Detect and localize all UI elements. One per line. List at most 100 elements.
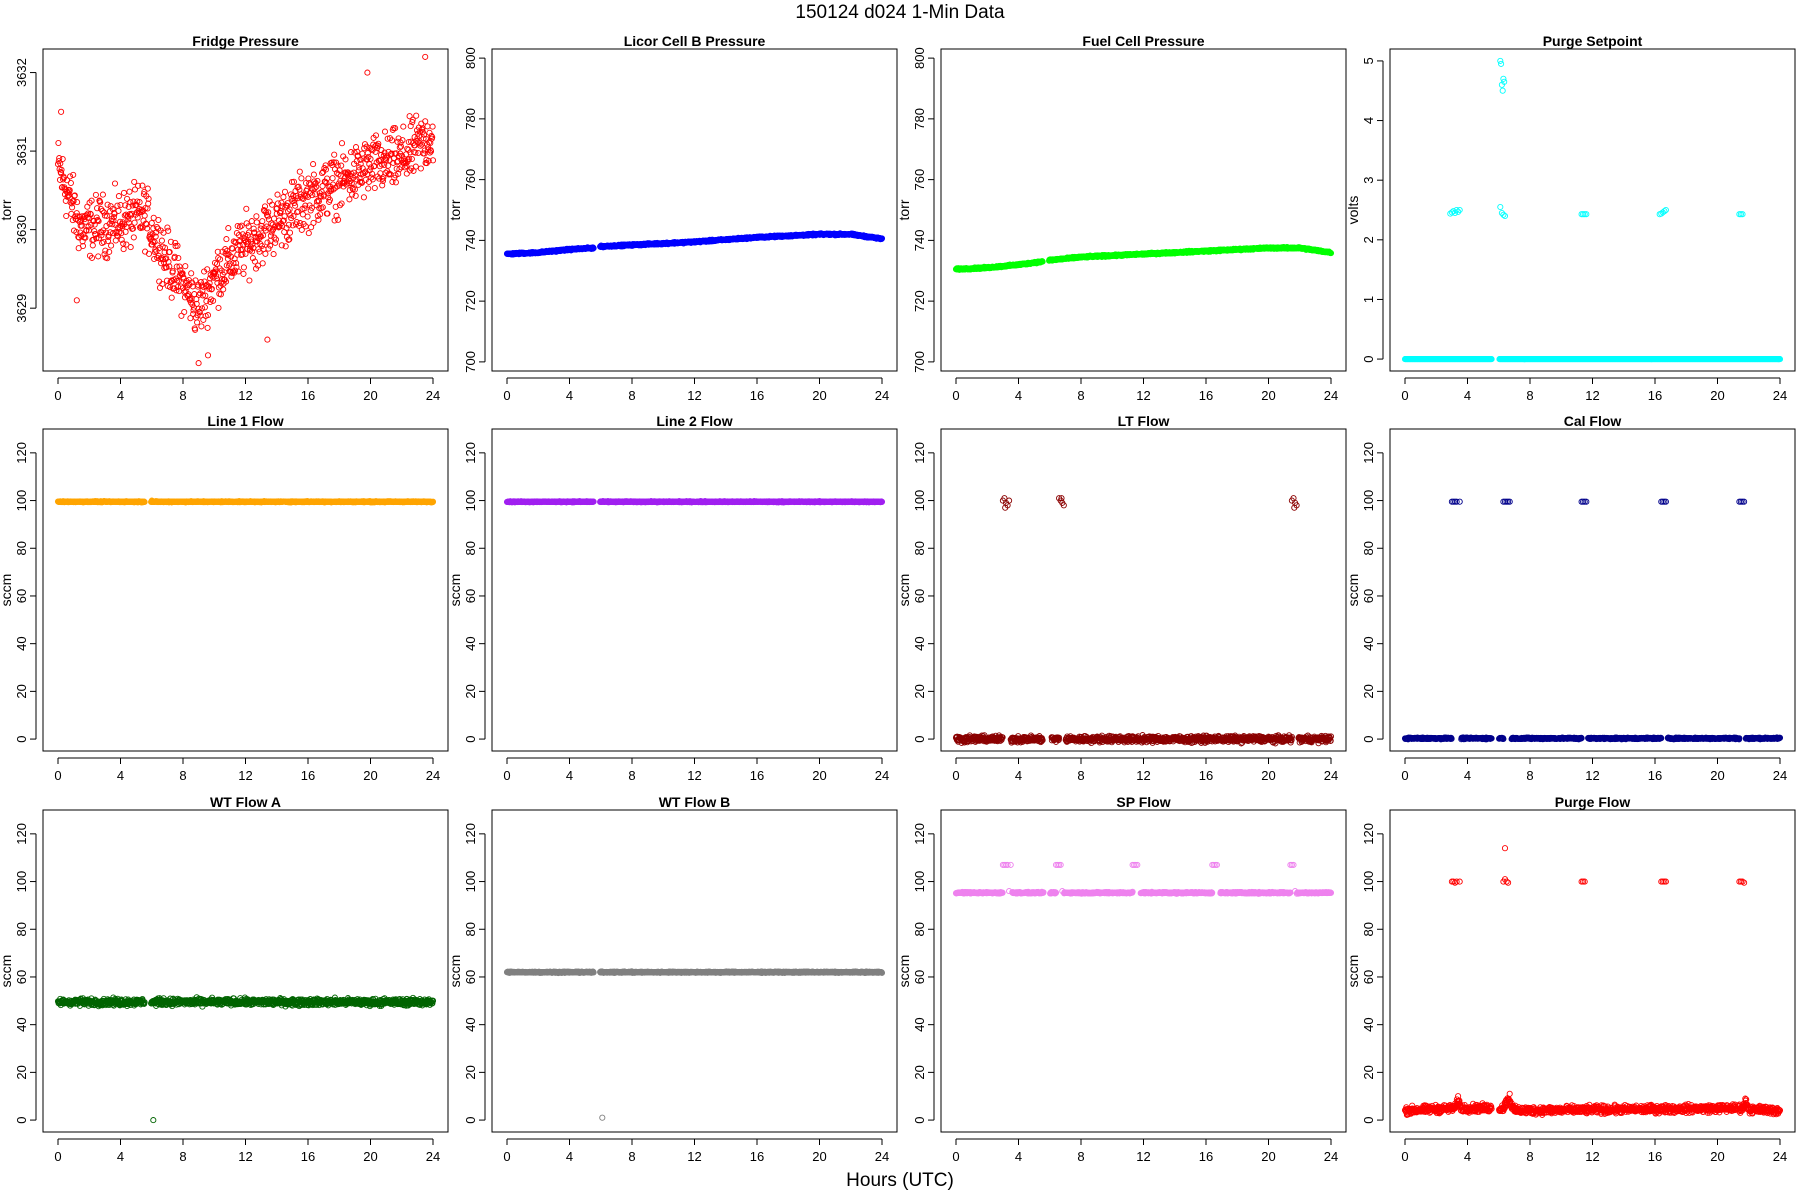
- x-tick-label: 24: [426, 388, 440, 403]
- data-point: [291, 199, 298, 207]
- data-point: [333, 159, 340, 166]
- data-point: [150, 225, 157, 232]
- data-point: [280, 194, 287, 201]
- data-point: [292, 202, 299, 209]
- data-point: [202, 292, 209, 299]
- x-tick-label: 12: [238, 388, 252, 403]
- data-point: [215, 304, 222, 311]
- data-point: [207, 298, 214, 306]
- data-points: [54, 497, 437, 506]
- data-point: [396, 166, 403, 173]
- data-point: [1501, 212, 1509, 220]
- data-point: [155, 216, 162, 224]
- x-tick-label: 8: [1077, 388, 1084, 403]
- data-point: [409, 116, 416, 123]
- data-point: [235, 268, 242, 275]
- data-point: [253, 219, 260, 226]
- data-point: [73, 297, 80, 304]
- data-point: [330, 186, 337, 193]
- x-tick-label: 16: [1199, 388, 1213, 403]
- data-point: [210, 297, 217, 304]
- data-point: [78, 222, 85, 229]
- data-point: [372, 148, 379, 155]
- x-tick-label: 4: [1464, 388, 1471, 403]
- data-point: [348, 180, 355, 187]
- plot-frame: [940, 48, 1347, 372]
- data-point: [233, 260, 240, 267]
- data-point: [281, 213, 288, 220]
- data-point: [314, 177, 321, 184]
- data-point: [88, 197, 95, 204]
- data-point: [120, 189, 128, 196]
- y-tick-label: 720: [463, 290, 478, 312]
- data-point: [124, 195, 131, 202]
- x-tick-label: 0: [54, 388, 61, 403]
- data-point: [392, 179, 399, 186]
- data-point: [404, 156, 412, 163]
- data-point: [260, 232, 267, 239]
- data-point: [217, 256, 224, 263]
- data-point: [107, 229, 114, 236]
- data-point: [379, 182, 386, 189]
- x-tick-label: 20: [1261, 388, 1275, 403]
- data-point: [193, 296, 200, 303]
- data-point: [311, 178, 318, 185]
- data-point: [357, 156, 364, 163]
- data-point: [296, 168, 303, 175]
- data-point: [310, 161, 317, 168]
- data-point: [197, 279, 205, 286]
- y-tick-label: 4: [1361, 117, 1376, 124]
- data-point: [424, 123, 431, 130]
- data-point: [291, 196, 298, 203]
- data-point: [115, 207, 122, 214]
- data-point: [248, 218, 255, 225]
- data-point: [175, 277, 182, 285]
- data-point: [286, 206, 293, 213]
- data-point: [153, 248, 160, 255]
- data-point: [331, 151, 338, 158]
- data-point: [264, 336, 271, 343]
- data-point: [407, 123, 414, 130]
- y-axis-label: sccm: [0, 574, 14, 607]
- x-tick-label: 16: [301, 388, 315, 403]
- data-point: [223, 262, 230, 269]
- data-point: [417, 142, 424, 149]
- data-point: [1739, 211, 1746, 218]
- data-point: [91, 228, 98, 235]
- data-point: [86, 252, 94, 259]
- data-point: [1662, 206, 1669, 214]
- data-point: [376, 163, 383, 170]
- x-tick-label: 4: [566, 388, 573, 403]
- data-point: [195, 305, 202, 312]
- x-tick-label: 16: [750, 388, 764, 403]
- data-point: [422, 118, 429, 125]
- data-point: [295, 208, 302, 215]
- data-point: [127, 244, 134, 251]
- y-tick-label: 780: [912, 108, 927, 130]
- data-point: [310, 219, 317, 226]
- data-point: [192, 277, 199, 284]
- data-point: [195, 291, 203, 298]
- data-point: [110, 213, 117, 221]
- data-point: [400, 123, 407, 130]
- y-tick-label: 740: [463, 230, 478, 252]
- x-tick-label: 24: [1773, 388, 1787, 403]
- data-point: [103, 222, 110, 230]
- data-point: [66, 187, 73, 194]
- x-tick-label: 24: [1324, 388, 1338, 403]
- data-point: [113, 230, 120, 237]
- data-point: [103, 212, 110, 219]
- plot-frame: [42, 48, 449, 372]
- data-point: [427, 148, 435, 155]
- data-point: [242, 250, 249, 257]
- x-tick-label: 0: [1401, 388, 1408, 403]
- data-point: [298, 175, 305, 182]
- data-point: [204, 266, 211, 273]
- data-point: [1456, 206, 1463, 214]
- data-point: [74, 199, 81, 206]
- data-point: [233, 229, 240, 237]
- data-point: [141, 498, 148, 506]
- data-point: [88, 254, 96, 261]
